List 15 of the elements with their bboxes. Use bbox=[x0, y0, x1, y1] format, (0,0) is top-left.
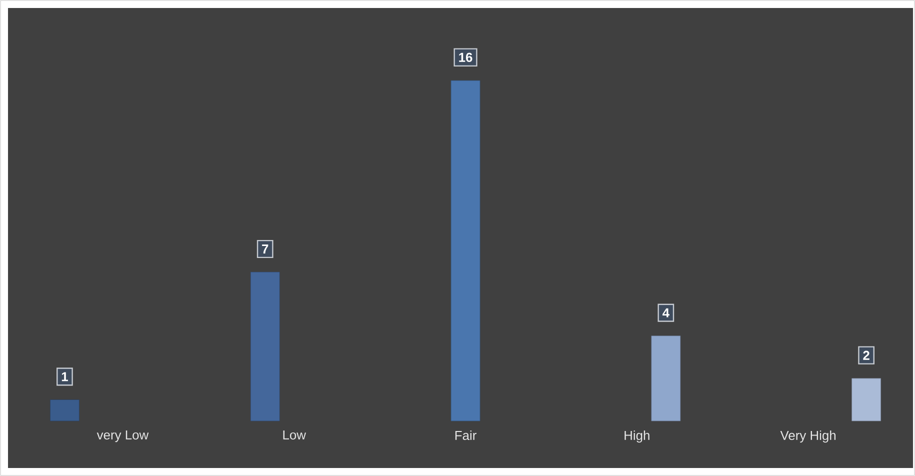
x-tick-label: Very High bbox=[780, 430, 836, 443]
x-tick-label: very Low bbox=[96, 430, 149, 442]
bar bbox=[651, 336, 681, 422]
data-label: 7 bbox=[262, 244, 268, 254]
x-tick-label: High bbox=[624, 430, 650, 443]
data-label: 2 bbox=[863, 350, 870, 360]
bar bbox=[852, 378, 882, 422]
data-label: 4 bbox=[662, 308, 670, 318]
x-tick-label: Fair bbox=[455, 430, 476, 440]
x-tick-label: Low bbox=[283, 430, 306, 440]
data-label: 16 bbox=[459, 52, 472, 62]
bar bbox=[450, 80, 480, 422]
bar bbox=[250, 272, 280, 422]
data-label: 1 bbox=[62, 372, 68, 382]
bar bbox=[50, 400, 80, 422]
